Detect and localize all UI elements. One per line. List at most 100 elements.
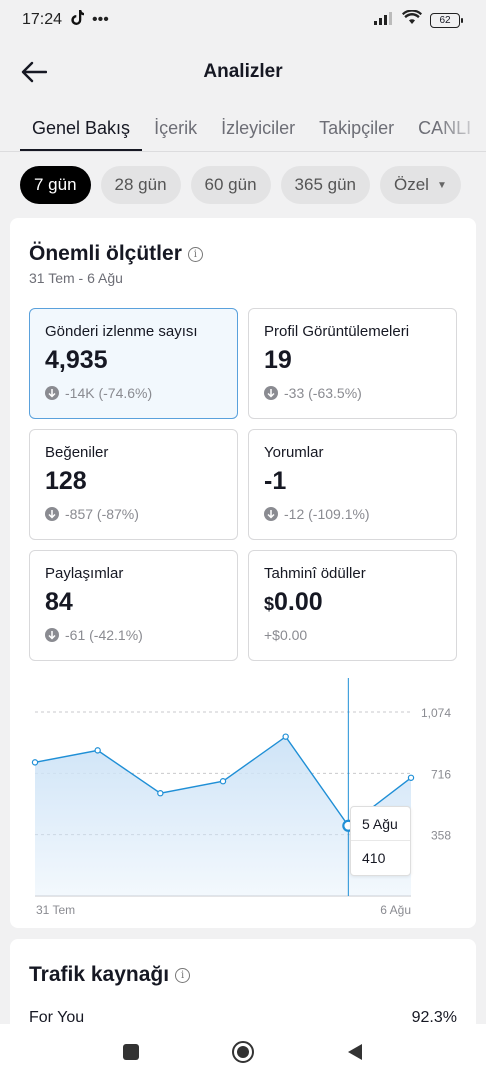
traffic-source-card: Trafik kaynağı i For You 92.3% bbox=[10, 939, 476, 1029]
traffic-title: Trafik kaynağı bbox=[29, 963, 170, 986]
tooltip-date: 5 Ağu bbox=[351, 807, 410, 841]
period-60-days-label: 60 gün bbox=[204, 175, 257, 194]
data-point bbox=[407, 774, 415, 781]
metric-change-text: -857 (-87%) bbox=[65, 506, 139, 522]
period-custom[interactable]: Özel ▼ bbox=[380, 166, 461, 204]
data-point bbox=[282, 733, 289, 740]
series-area bbox=[35, 736, 411, 896]
tab-bar: Genel Bakış İçerik İzleyiciler Takipçile… bbox=[0, 104, 486, 152]
metric-value-row: $0.00 bbox=[264, 588, 441, 617]
metric-estimated-rewards[interactable]: Tahminî ödüller $0.00 +$0.00 bbox=[248, 550, 457, 661]
traffic-title-row: Trafik kaynağı i bbox=[29, 963, 457, 987]
status-bar: 17:24 ••• 62 bbox=[0, 0, 486, 40]
metric-value: 4,935 bbox=[45, 346, 108, 374]
tab-overview[interactable]: Genel Bakış bbox=[20, 118, 143, 151]
metric-change: -14K (-74.6%) bbox=[45, 385, 222, 401]
back-nav-button[interactable] bbox=[343, 1040, 367, 1064]
home-button[interactable] bbox=[231, 1040, 255, 1064]
metric-label: Tahminî ödüller bbox=[264, 565, 366, 582]
arrow-down-circle-icon bbox=[45, 628, 59, 642]
period-7-days[interactable]: 7 gün bbox=[20, 166, 91, 204]
metric-label: Yorumlar bbox=[264, 444, 324, 461]
caret-down-icon: ▼ bbox=[436, 179, 447, 191]
metric-value: 84 bbox=[45, 588, 73, 616]
metric-comments[interactable]: Yorumlar -1 -12 (-109.1%) bbox=[248, 429, 457, 540]
metric-label: Paylaşımlar bbox=[45, 565, 124, 582]
recents-button[interactable] bbox=[119, 1040, 143, 1064]
metric-value: -1 bbox=[264, 467, 287, 495]
status-right: 62 bbox=[374, 9, 463, 30]
status-extra: ••• bbox=[92, 11, 109, 28]
status-time: 17:24 bbox=[22, 11, 63, 28]
page-title: Analizler bbox=[203, 61, 283, 82]
battery-icon: 62 bbox=[430, 12, 463, 28]
metric-change: +$0.00 bbox=[264, 627, 441, 643]
wifi-icon bbox=[402, 9, 422, 30]
traffic-row: For You 92.3% bbox=[29, 1009, 457, 1027]
tab-content[interactable]: İçerik bbox=[154, 118, 198, 138]
key-metrics-title: Önemli ölçütler bbox=[29, 242, 182, 265]
metric-change-text: -14K (-74.6%) bbox=[65, 385, 153, 401]
metric-change-text: -33 (-63.5%) bbox=[284, 385, 362, 401]
views-chart[interactable]: 1,074 716 358 31 Tem 6 Ağu bbox=[10, 678, 476, 918]
square-icon bbox=[123, 1044, 139, 1060]
period-28-days[interactable]: 28 gün bbox=[100, 166, 181, 204]
date-range: 31 Tem - 6 Ağu bbox=[29, 270, 123, 286]
metric-change-text: +$0.00 bbox=[264, 627, 308, 643]
tiktok-icon bbox=[70, 9, 85, 31]
period-selector: 7 gün 28 gün 60 gün 365 gün Özel ▼ bbox=[0, 152, 486, 218]
x-tick-label: 6 Ağu bbox=[380, 903, 411, 917]
period-365-days[interactable]: 365 gün bbox=[280, 166, 370, 204]
tabs-fade bbox=[436, 104, 486, 151]
metric-label: Beğeniler bbox=[45, 444, 109, 461]
x-tick-label: 31 Tem bbox=[36, 903, 75, 917]
metric-value: 19 bbox=[264, 346, 292, 374]
battery-level: 62 bbox=[439, 14, 451, 26]
metric-change: -12 (-109.1%) bbox=[264, 506, 441, 522]
arrow-down-circle-icon bbox=[264, 507, 278, 521]
metrics-grid: Gönderi izlenme sayısı 4,935 -14K (-74.6… bbox=[29, 308, 457, 661]
traffic-value: 92.3% bbox=[411, 1009, 457, 1026]
header: Analizler bbox=[0, 40, 486, 104]
key-metrics-card: Önemli ölçütler i 31 Tem - 6 Ağu Gönderi… bbox=[10, 218, 476, 928]
metric-change-text: -61 (-42.1%) bbox=[65, 627, 143, 643]
data-point bbox=[219, 778, 227, 785]
currency-symbol: $ bbox=[264, 594, 275, 614]
period-7-days-label: 7 gün bbox=[34, 175, 77, 194]
metric-profile-views[interactable]: Profil Görüntülemeleri 19 -33 (-63.5%) bbox=[248, 308, 457, 419]
data-point bbox=[157, 790, 164, 797]
metric-change-text: -12 (-109.1%) bbox=[284, 506, 370, 522]
metric-change: -33 (-63.5%) bbox=[264, 385, 441, 401]
info-icon[interactable]: i bbox=[175, 967, 191, 983]
status-left: 17:24 ••• bbox=[22, 9, 109, 31]
metric-change: -857 (-87%) bbox=[45, 506, 222, 522]
triangle-left-icon bbox=[348, 1044, 362, 1060]
arrow-left-icon bbox=[21, 61, 47, 83]
metric-change: -61 (-42.1%) bbox=[45, 627, 222, 643]
chart-tooltip: 5 Ağu 410 bbox=[350, 806, 411, 876]
data-point bbox=[94, 747, 101, 754]
arrow-down-circle-icon bbox=[45, 507, 59, 521]
info-icon[interactable]: i bbox=[187, 246, 203, 262]
period-custom-label: Özel bbox=[394, 175, 429, 194]
period-365-days-label: 365 gün bbox=[294, 175, 356, 194]
y-tick-label: 358 bbox=[431, 829, 451, 843]
tooltip-value: 410 bbox=[362, 850, 386, 866]
metric-likes[interactable]: Beğeniler 128 -857 (-87%) bbox=[29, 429, 238, 540]
period-60-days[interactable]: 60 gün bbox=[190, 166, 271, 204]
tab-viewers[interactable]: İzleyiciler bbox=[221, 118, 296, 138]
traffic-label: For You bbox=[29, 1009, 85, 1026]
back-button[interactable] bbox=[18, 56, 50, 88]
metric-label: Profil Görüntülemeleri bbox=[264, 323, 410, 340]
metric-value: 128 bbox=[45, 467, 87, 495]
key-metrics-title-row: Önemli ölçütler i bbox=[29, 242, 457, 266]
y-tick-label: 716 bbox=[431, 767, 451, 781]
arrow-down-circle-icon bbox=[45, 386, 59, 400]
system-nav-bar bbox=[0, 1024, 486, 1080]
tab-followers[interactable]: Takipçiler bbox=[319, 118, 395, 138]
metric-post-views[interactable]: Gönderi izlenme sayısı 4,935 -14K (-74.6… bbox=[29, 308, 238, 419]
metric-value: 0.00 bbox=[274, 588, 323, 616]
arrow-down-circle-icon bbox=[264, 386, 278, 400]
signal-icon bbox=[374, 11, 394, 30]
metric-shares[interactable]: Paylaşımlar 84 -61 (-42.1%) bbox=[29, 550, 238, 661]
